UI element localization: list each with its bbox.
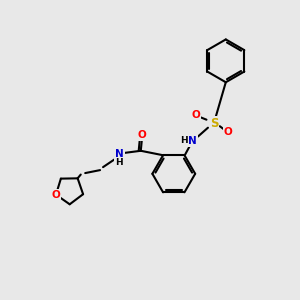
Text: O: O (52, 190, 60, 200)
Text: H: H (180, 136, 188, 145)
Text: O: O (192, 110, 200, 120)
Text: N: N (115, 149, 124, 159)
Text: O: O (138, 130, 147, 140)
Text: H: H (115, 158, 123, 167)
Text: N: N (188, 136, 197, 146)
Text: S: S (210, 117, 218, 130)
Text: O: O (224, 127, 233, 136)
